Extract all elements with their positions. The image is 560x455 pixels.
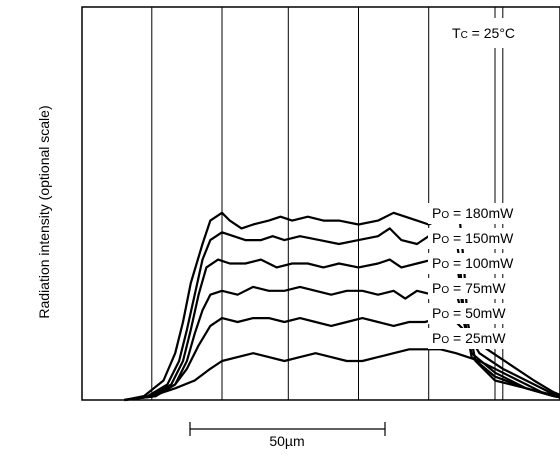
condition-subscript: C <box>461 30 468 41</box>
condition-value: = 25°C <box>468 25 515 41</box>
y-axis-label: Radiation intensity (optional scale) <box>36 105 52 318</box>
scale-bar-label: 50µm <box>269 433 304 449</box>
scale-bar: 50µm <box>190 422 385 449</box>
